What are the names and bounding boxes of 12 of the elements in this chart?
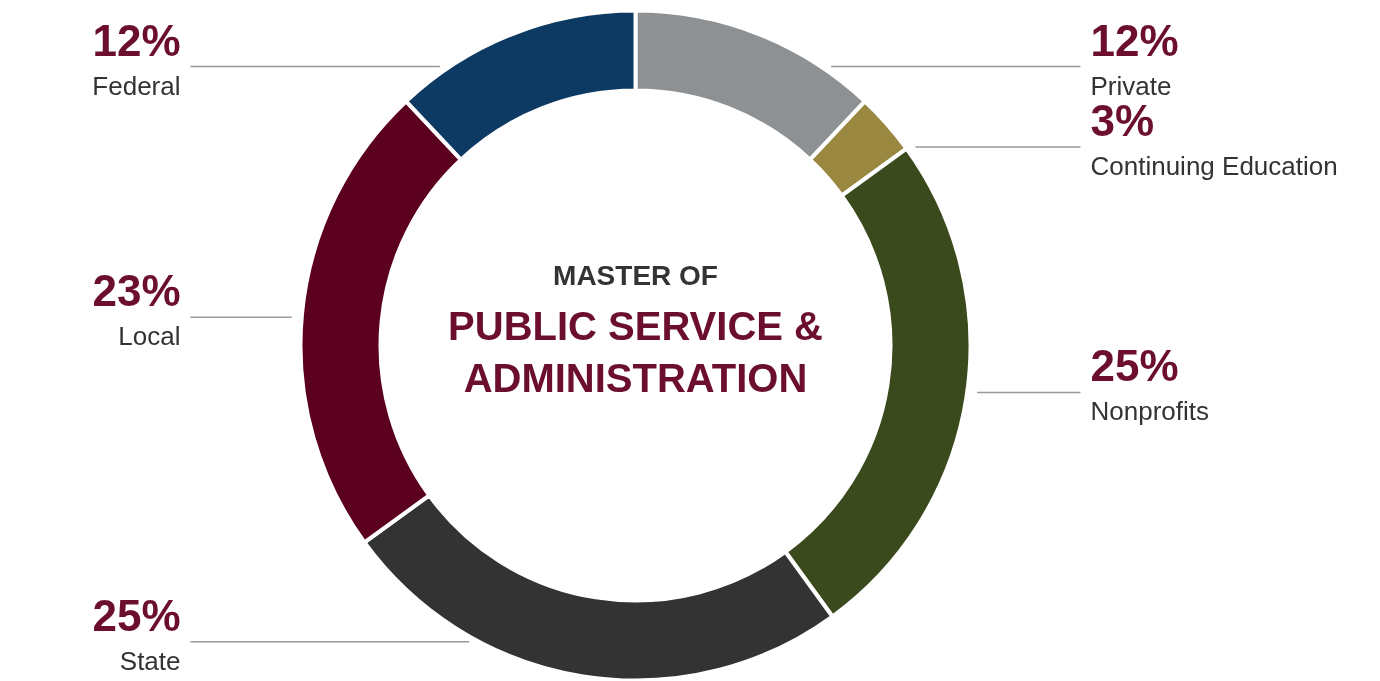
slice-label: State [119, 645, 181, 676]
data-label: 23% [92, 266, 181, 316]
slice-label: Local [118, 321, 181, 352]
text: MASTER OF [553, 260, 718, 291]
slice-label: Continuing Education [1090, 151, 1338, 182]
data-label: 25% [1090, 341, 1179, 391]
data-label: 25% [92, 590, 181, 640]
data-label: 12% [92, 15, 181, 65]
text: PUBLIC SERVICE & ADMINISTRATION [448, 303, 823, 400]
data-label: 12% [1090, 15, 1179, 65]
slice-label: Nonprofits [1090, 396, 1209, 427]
slice-label: Federal [92, 70, 181, 101]
